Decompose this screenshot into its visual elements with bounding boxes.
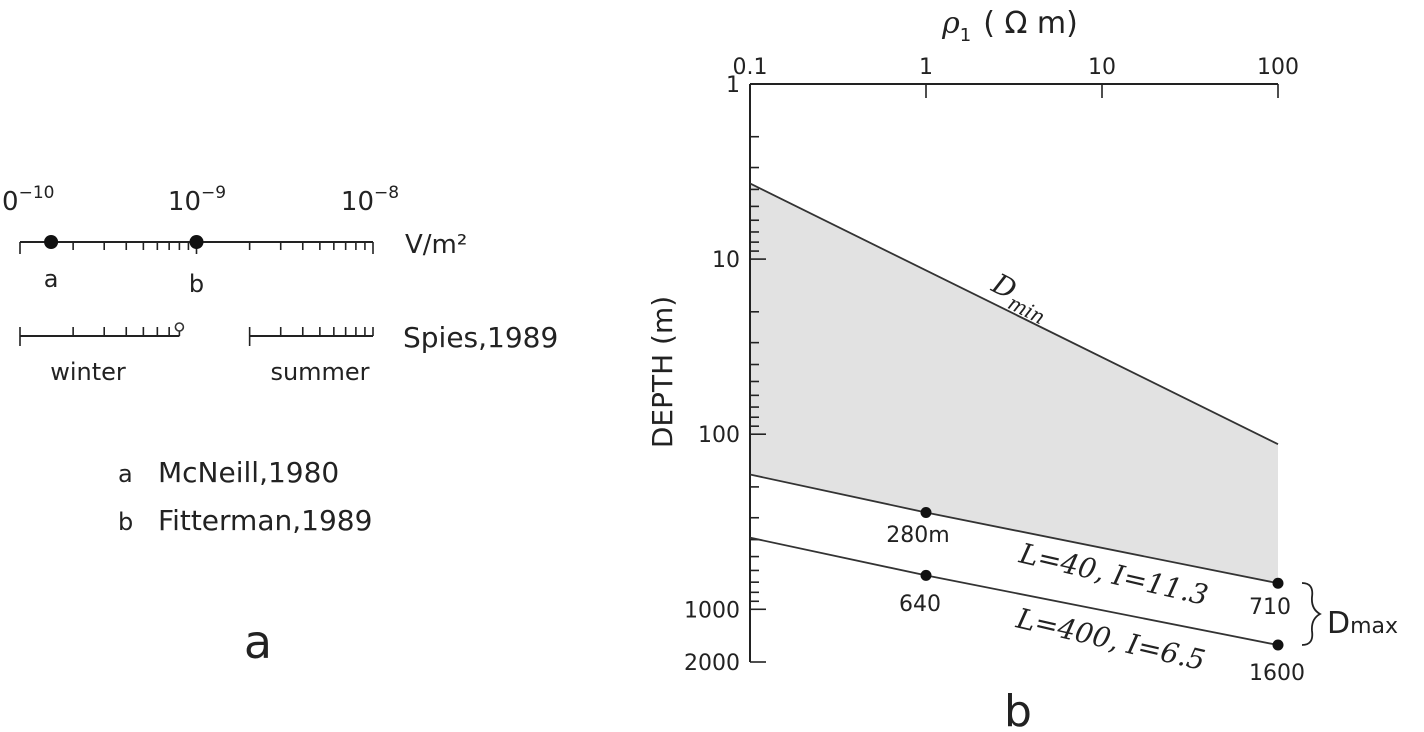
panel-b-y-ticks bbox=[750, 83, 766, 663]
marker-640 bbox=[920, 569, 932, 581]
dmax-label: Dmax bbox=[1327, 606, 1398, 641]
spies-label: Spies,1989 bbox=[403, 321, 558, 354]
panel-b-label: b bbox=[1004, 686, 1032, 732]
marker-1600 bbox=[1272, 639, 1284, 651]
panel-a-axis-unit: V/m² bbox=[405, 230, 467, 260]
point-label-280m: 280m bbox=[886, 523, 949, 548]
spies-winter-endpoint bbox=[174, 322, 185, 332]
panel-a-tick-label-2: 10−9 bbox=[168, 183, 226, 217]
spies-summer-range bbox=[248, 327, 374, 346]
spies-winter-label: winter bbox=[50, 358, 126, 386]
panel-a-tick-label-1: 10−10 bbox=[0, 183, 54, 217]
point-label-640: 640 bbox=[899, 592, 941, 617]
panel-b-x-axis-title: ρ1( Ω m) bbox=[941, 6, 1078, 46]
y-tick-label-100: 100 bbox=[698, 423, 740, 448]
panel-a: 10−10 10−9 10−8 V/m² a b Spies,1989 wint… bbox=[0, 183, 558, 669]
panel-a-tick-label-3: 10−8 bbox=[341, 183, 399, 217]
spies-winter-range bbox=[19, 327, 181, 346]
data-point-a bbox=[44, 235, 59, 249]
data-point-b bbox=[189, 235, 204, 249]
spies-summer-label: summer bbox=[270, 358, 369, 386]
series-line-dmin bbox=[749, 182, 1279, 445]
panel-b-x-ticks bbox=[749, 84, 1279, 98]
point-label-710: 710 bbox=[1249, 595, 1291, 620]
x-tick-label-0.1: 0.1 bbox=[733, 55, 768, 80]
x-tick-label-1: 1 bbox=[919, 55, 933, 80]
y-tick-label-1000: 1000 bbox=[684, 598, 740, 623]
point-label-1600: 1600 bbox=[1249, 661, 1305, 686]
y-tick-label-10: 10 bbox=[712, 248, 740, 273]
legend-text-b: Fitterman,1989 bbox=[158, 504, 372, 537]
panel-b: ρ1( Ω m) DEPTH (m) 0.1 1 10 100 1 10 100… bbox=[646, 6, 1398, 732]
dmax-brace bbox=[1301, 582, 1322, 646]
y-tick-label-1: 1 bbox=[726, 73, 740, 98]
legend-key-b: b bbox=[118, 508, 133, 536]
legend-key-a: a bbox=[118, 460, 133, 488]
shaded-band bbox=[750, 183, 1278, 584]
series-label-l400: L=400, I=6.5 bbox=[1012, 601, 1208, 677]
data-point-a-label: a bbox=[44, 265, 59, 293]
data-point-b-label: b bbox=[189, 270, 204, 298]
marker-280m bbox=[920, 506, 932, 518]
legend-text-a: McNeill,1980 bbox=[158, 456, 339, 489]
marker-710 bbox=[1272, 577, 1284, 589]
y-tick-label-2000: 2000 bbox=[684, 651, 740, 676]
panel-a-label: a bbox=[244, 615, 272, 669]
panel-a-legend: a McNeill,1980 b Fitterman,1989 bbox=[118, 456, 372, 537]
x-tick-label-10: 10 bbox=[1088, 55, 1116, 80]
x-tick-label-100: 100 bbox=[1257, 55, 1299, 80]
panel-b-y-axis-title: DEPTH (m) bbox=[646, 296, 679, 448]
